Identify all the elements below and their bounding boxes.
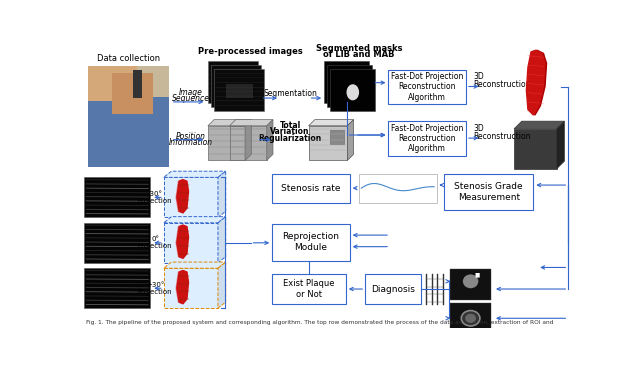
Bar (112, 74, 153, 114)
Bar (308, 126, 348, 160)
Text: Segmented masks: Segmented masks (316, 43, 403, 53)
Ellipse shape (465, 314, 476, 323)
Text: Reprojection
Module: Reprojection Module (282, 232, 339, 252)
Bar (164, 268, 218, 308)
Bar (208, 61, 259, 103)
FancyBboxPatch shape (388, 70, 466, 104)
Text: Diagnosis: Diagnosis (371, 284, 415, 294)
Bar (84, 177, 150, 217)
Polygon shape (308, 120, 353, 126)
Polygon shape (528, 50, 547, 115)
Text: Data collection: Data collection (97, 53, 160, 63)
FancyBboxPatch shape (272, 174, 349, 203)
Polygon shape (177, 225, 189, 258)
Bar (359, 174, 436, 203)
Text: Variation: Variation (270, 127, 310, 137)
Text: -30°
Projection: -30° Projection (138, 191, 173, 204)
Bar (226, 84, 253, 98)
Bar (88, 66, 169, 167)
Polygon shape (514, 121, 564, 129)
Bar (514, 129, 557, 169)
Bar (324, 61, 369, 103)
Polygon shape (164, 262, 226, 268)
Polygon shape (177, 270, 189, 304)
Text: Reconstruction: Reconstruction (473, 80, 531, 89)
Text: Fast-Dot Projection
Reconstruction
Algorithm: Fast-Dot Projection Reconstruction Algor… (391, 72, 463, 102)
Bar (211, 65, 261, 107)
FancyBboxPatch shape (272, 274, 346, 304)
Text: +30°
Projection: +30° Projection (138, 282, 173, 295)
Text: Regularization: Regularization (259, 134, 322, 144)
Polygon shape (230, 120, 273, 126)
Polygon shape (208, 120, 252, 126)
Text: 0°
Projection: 0° Projection (138, 236, 173, 250)
Bar (330, 69, 375, 111)
Text: Exist Plaque
or Not: Exist Plaque or Not (284, 279, 335, 299)
Polygon shape (164, 217, 226, 223)
Text: Reconstruction: Reconstruction (473, 132, 531, 141)
Bar (164, 223, 218, 263)
Text: Segmentation: Segmentation (263, 89, 317, 98)
Text: 3D: 3D (473, 72, 484, 81)
Text: Sequence: Sequence (172, 94, 210, 103)
Bar (451, 303, 491, 334)
Text: Fig. 1. The pipeline of the proposed system and corresponding algorithm. The top: Fig. 1. The pipeline of the proposed sys… (86, 320, 554, 325)
Bar (451, 269, 491, 300)
Bar (208, 126, 245, 160)
Bar (164, 177, 218, 217)
Polygon shape (218, 171, 226, 217)
Bar (88, 96, 169, 167)
Text: of LIB and MAB: of LIB and MAB (323, 50, 395, 60)
Bar (84, 223, 150, 263)
Ellipse shape (461, 311, 480, 326)
Polygon shape (176, 270, 188, 304)
FancyBboxPatch shape (272, 224, 349, 261)
Polygon shape (218, 217, 226, 263)
FancyBboxPatch shape (444, 174, 533, 210)
Text: ■: ■ (474, 273, 479, 278)
Bar (330, 130, 344, 144)
Bar (327, 65, 372, 107)
Bar (132, 70, 142, 98)
Text: Stenosis Grade
Measurement: Stenosis Grade Measurement (454, 182, 523, 202)
Text: Fast-Dot Projection
Reconstruction
Algorithm: Fast-Dot Projection Reconstruction Algor… (391, 124, 463, 153)
Polygon shape (164, 171, 226, 177)
Ellipse shape (346, 84, 359, 100)
Text: Pre-processed images: Pre-processed images (198, 47, 303, 56)
Polygon shape (245, 120, 252, 160)
Polygon shape (176, 225, 188, 258)
Polygon shape (176, 180, 188, 213)
Polygon shape (267, 120, 273, 160)
Text: Total: Total (280, 120, 301, 130)
Bar (214, 69, 264, 111)
Text: Information: Information (169, 138, 213, 147)
Bar (223, 80, 250, 94)
FancyBboxPatch shape (388, 121, 466, 156)
Bar (84, 268, 150, 308)
FancyBboxPatch shape (365, 274, 421, 304)
Bar (88, 66, 136, 101)
Text: Stenosis rate: Stenosis rate (281, 184, 340, 193)
Bar (220, 77, 246, 91)
Ellipse shape (463, 275, 478, 288)
Polygon shape (557, 121, 564, 169)
Text: Image: Image (179, 88, 203, 97)
Polygon shape (527, 50, 545, 115)
Text: Position: Position (176, 132, 206, 141)
Bar (230, 126, 267, 160)
Polygon shape (218, 262, 226, 308)
Polygon shape (177, 180, 189, 213)
Polygon shape (348, 120, 353, 160)
Text: 3D: 3D (473, 124, 484, 133)
